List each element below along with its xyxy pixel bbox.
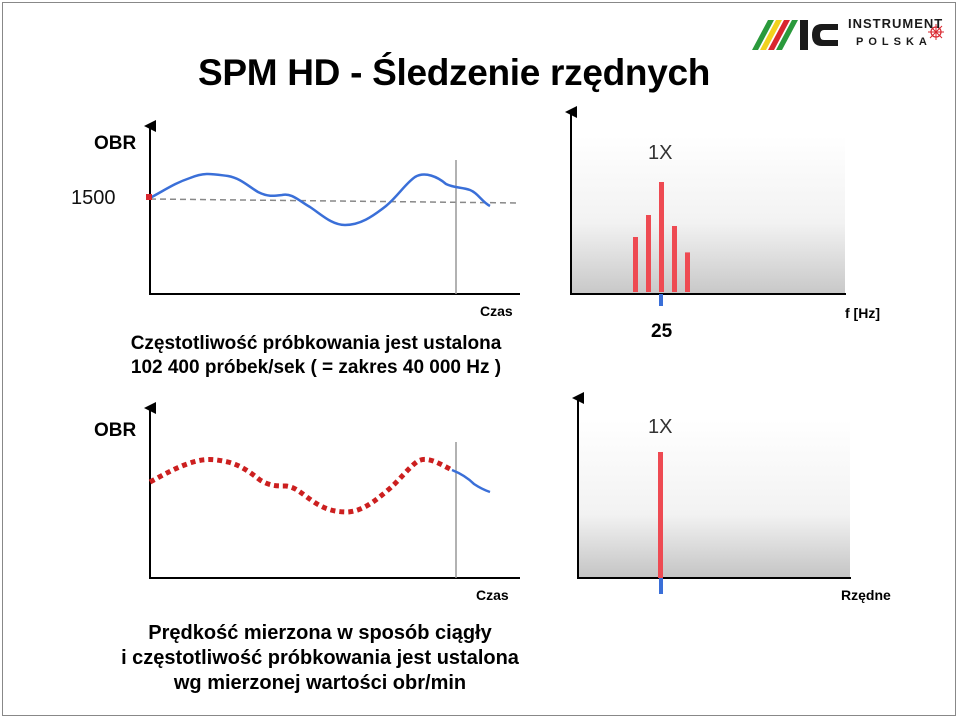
top-left-ylabel: OBR — [94, 133, 137, 154]
top-left-ref-label: 1500 — [71, 187, 116, 209]
bottom-caption-line2: i częstotliwość próbkowania jest ustalon… — [121, 647, 519, 669]
bottom-left-xlabel: Czas — [476, 587, 509, 603]
bottom-right-xlabel: Rzędne — [841, 587, 891, 603]
top-caption-line1: Częstotliwość próbkowania jest ustalona — [130, 333, 502, 354]
top-right-spectrum-bar-4 — [672, 226, 677, 292]
top-right-xlabel: f [Hz] — [845, 305, 880, 321]
top-left-signal-curve — [149, 172, 491, 227]
bottom-left-dotted-curve — [148, 456, 454, 515]
top-left-time-chart — [144, 120, 521, 295]
top-left-xlabel: Czas — [480, 303, 513, 319]
top-right-spectrum-bar-2 — [646, 215, 651, 292]
top-right-spectrum-chart — [565, 106, 846, 306]
bottom-left-signal-tail — [451, 468, 491, 494]
bottom-left-ylabel: OBR — [94, 420, 137, 441]
bottom-right-order-chart — [572, 392, 851, 594]
top-right-plot-background — [571, 136, 845, 294]
bottom-left-time-chart — [144, 402, 520, 579]
bottom-caption-line3: wg mierzonej wartości obr/min — [173, 672, 467, 694]
top-left-ref-line — [149, 198, 521, 204]
top-caption-line2: 102 400 próbek/sek ( = zakres 40 000 Hz … — [130, 357, 502, 378]
bottom-caption-line1: Prędkość mierzona w sposób ciągły — [148, 622, 492, 644]
top-right-x-tick: 25 — [651, 321, 673, 342]
top-right-spectrum-bar-3 — [659, 182, 664, 292]
logo-text-instrument: INSTRUMENT — [848, 16, 944, 31]
instrument-polska-logo: INSTRUMENT POLSKA — [752, 14, 948, 56]
logo-mark-icon — [752, 20, 944, 50]
top-right-spectrum-bar-5 — [685, 252, 690, 292]
top-right-peak-label: 1X — [648, 142, 673, 164]
bottom-right-plot-background — [578, 420, 850, 578]
top-left-ref-marker — [146, 194, 152, 200]
top-right-spectrum-bar-1 — [633, 237, 638, 292]
logo-text-polska: POLSKA — [856, 36, 932, 48]
slide-title: SPM HD - Śledzenie rzędnych — [198, 52, 711, 93]
bottom-right-peak-label: 1X — [648, 416, 673, 438]
bottom-right-1x-bar — [658, 452, 663, 578]
